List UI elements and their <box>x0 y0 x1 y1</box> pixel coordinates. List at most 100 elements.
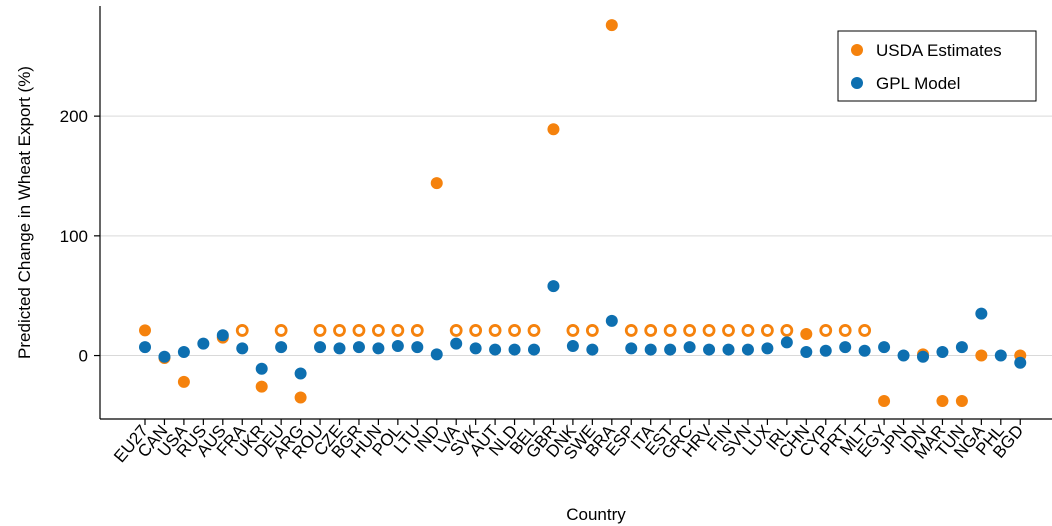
axes <box>99 6 1052 420</box>
usda-point <box>508 324 521 337</box>
usda-point <box>702 324 716 337</box>
gpl-point <box>936 345 949 358</box>
gpl-point <box>897 349 910 362</box>
gpl-point <box>994 349 1007 362</box>
gpl-point <box>197 337 210 350</box>
gpl-point <box>625 342 638 355</box>
gpl-point <box>528 343 540 356</box>
gpl-point <box>664 343 677 356</box>
gpl-point <box>780 336 793 349</box>
gpl-point <box>741 343 754 356</box>
legend-frame <box>837 30 1037 102</box>
gpl-point <box>605 314 618 327</box>
x-axis-title: Country <box>566 505 626 524</box>
usda-point <box>761 324 774 337</box>
usda-point <box>975 349 988 362</box>
usda-point <box>878 395 891 408</box>
gpl-point <box>314 341 327 354</box>
legend-label-usda: USDA Estimates <box>876 41 1002 60</box>
gpl-point <box>411 341 424 354</box>
usda-point <box>449 324 463 337</box>
gpl-point <box>547 280 560 293</box>
usda-point <box>936 395 949 408</box>
gpl-point <box>858 344 871 357</box>
gridlines <box>100 115 1052 357</box>
usda-point <box>527 324 541 337</box>
usda-point <box>352 324 366 337</box>
y-ticks: 0 100 200 <box>60 107 100 366</box>
usda-point <box>391 324 405 337</box>
x-category-labels: EU27CANUSARUSAUSFRAUKRDEUARGROUCZEBGRHUN… <box>110 419 1027 466</box>
gpl-point <box>255 362 268 375</box>
gpl-point <box>800 345 813 358</box>
gpl-point <box>917 350 929 363</box>
gpl-point <box>158 350 171 363</box>
usda-point <box>683 324 696 337</box>
y-tick-label: 0 <box>79 347 88 366</box>
gpl-point <box>644 343 657 356</box>
usda-point <box>838 324 852 337</box>
usda-point <box>177 375 190 388</box>
usda-point <box>313 324 327 337</box>
usda-point <box>741 324 755 337</box>
usda-point <box>469 324 483 337</box>
legend-marker-gpl <box>851 77 863 89</box>
data-points <box>139 19 1027 408</box>
gpl-point <box>703 343 716 356</box>
usda-point <box>780 324 794 337</box>
gpl-point <box>177 345 190 358</box>
usda-point <box>294 391 307 404</box>
gpl-point <box>139 341 151 354</box>
gpl-point <box>566 339 579 352</box>
usda-point <box>488 324 502 337</box>
usda-point <box>235 324 249 337</box>
gpl-point <box>236 342 249 355</box>
gpl-point <box>508 343 521 356</box>
usda-point <box>371 324 385 337</box>
usda-point <box>566 324 580 337</box>
usda-point <box>800 328 813 341</box>
usda-point <box>624 324 638 337</box>
gpl-point <box>839 341 852 354</box>
gpl-point <box>352 341 365 354</box>
gpl-point <box>1014 356 1027 369</box>
gpl-point <box>975 307 988 320</box>
usda-point <box>255 380 268 393</box>
usda-point <box>430 177 443 190</box>
gpl-point <box>391 339 404 352</box>
gpl-point <box>294 367 307 380</box>
usda-point <box>333 324 346 337</box>
legend: USDA Estimates GPL Model <box>837 30 1037 102</box>
gpl-point <box>586 343 599 356</box>
usda-point <box>858 324 872 337</box>
gpl-point <box>819 344 832 357</box>
gpl-point <box>372 342 385 355</box>
usda-point <box>955 395 968 408</box>
usda-point <box>722 324 735 337</box>
usda-point <box>410 324 424 337</box>
gpl-point <box>761 342 774 355</box>
usda-point <box>274 324 288 337</box>
usda-point <box>663 324 677 337</box>
usda-point <box>644 324 658 337</box>
usda-point <box>819 324 833 337</box>
usda-point <box>139 324 151 337</box>
y-axis-title: Predicted Change in Wheat Export (%) <box>15 66 34 359</box>
gpl-point <box>878 341 891 354</box>
gpl-point <box>333 342 346 355</box>
gpl-point <box>275 341 288 354</box>
y-tick-label: 100 <box>60 227 88 246</box>
gpl-point <box>489 343 502 356</box>
gpl-point <box>450 337 463 350</box>
gpl-point <box>469 342 482 355</box>
gpl-point <box>955 341 968 354</box>
legend-marker-usda <box>851 44 863 56</box>
gpl-point <box>430 348 443 361</box>
y-tick-label: 200 <box>60 107 88 126</box>
usda-point <box>585 324 599 337</box>
gpl-point <box>216 329 229 342</box>
gpl-point <box>683 341 696 354</box>
legend-label-gpl: GPL Model <box>876 74 960 93</box>
gpl-point <box>722 343 735 356</box>
